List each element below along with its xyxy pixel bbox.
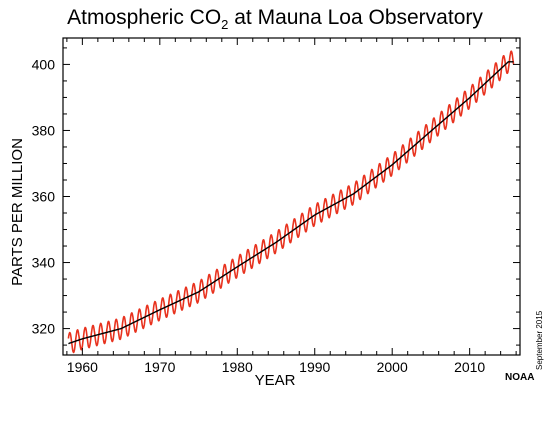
plot-frame — [62, 37, 521, 356]
y-tick-label: 360 — [32, 189, 56, 205]
x-tick-label: 1970 — [144, 359, 175, 375]
credit-org: NOAA — [505, 372, 535, 383]
y-tick-label: 400 — [32, 56, 56, 72]
x-tick-label: 1980 — [222, 359, 253, 375]
y-tick-label: 380 — [32, 122, 56, 138]
y-tick-label: 320 — [32, 321, 56, 337]
x-tick-label: 2010 — [454, 359, 485, 375]
chart-title: Atmospheric CO2 at Mauna Loa Observatory — [67, 6, 483, 33]
x-axis-label: YEAR — [254, 372, 296, 389]
seasonal-series-line — [67, 50, 515, 354]
title-subscript: 2 — [221, 17, 229, 33]
x-tick-label: 2000 — [377, 359, 408, 375]
trend-series-line — [67, 61, 514, 345]
credit-date: September 2015 — [535, 310, 544, 370]
x-tick-label: 1990 — [299, 359, 330, 375]
x-tick-label: 1960 — [67, 359, 98, 375]
y-tick-label: 340 — [32, 255, 56, 271]
